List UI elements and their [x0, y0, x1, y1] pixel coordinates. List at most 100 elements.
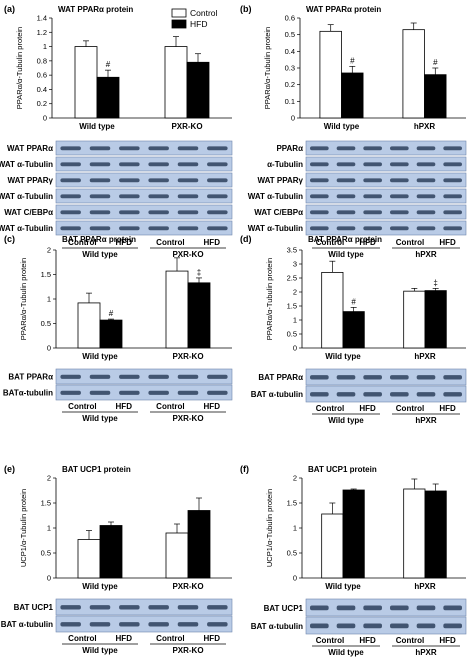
panel-2-blot-band — [310, 162, 329, 167]
panel-6-blot-band — [363, 605, 382, 611]
panel-1-blot-band — [89, 194, 111, 199]
panel-4-ytick-label: 2 — [293, 288, 297, 297]
panel-1-blot-label: WAT PPARα — [7, 144, 53, 153]
panel-3-blot-group-label: PXR-KO — [172, 414, 203, 423]
panel-5-category-label: PXR-KO — [172, 582, 203, 591]
panel-1-ytick-label: 1.4 — [37, 14, 47, 23]
panel-1-blot-band — [60, 226, 81, 231]
panel-2-ytick-label: 0.5 — [285, 30, 295, 39]
panel-2-category-label: Wild type — [324, 122, 360, 131]
panel-3-bar-control — [165, 270, 189, 349]
panel-5-category-label: Wild type — [82, 582, 118, 591]
panel-1-blot-band — [148, 146, 169, 151]
panel-1-blot-band — [177, 210, 199, 215]
panel-4-blot-label: BAT α-tubulin — [251, 390, 303, 399]
panel-4-blot-band — [443, 392, 462, 397]
panel-2-bar-control — [402, 29, 425, 119]
panel-2-blot-band — [443, 146, 462, 151]
panel-2-blot-band — [443, 194, 462, 199]
panel-4-ytick-label: 2.5 — [287, 274, 297, 283]
panel-2-bar-hfd — [341, 72, 364, 119]
panel-1-blot-band — [148, 194, 169, 199]
panel-3-blot-band — [60, 390, 81, 395]
panel-1-category-label: Wild type — [79, 122, 115, 131]
panel-1-blot-band — [119, 162, 140, 167]
panel-1-blot-band — [148, 210, 169, 215]
panel-6-ytick-label: 0 — [293, 574, 297, 583]
panel-4-blot-band — [390, 375, 409, 380]
panel-2-lane-hfd-label: HFD — [439, 238, 456, 247]
panel-5-lane-control-label: Control — [68, 634, 96, 643]
panel-1-blot-strip — [55, 172, 233, 188]
panel-2-blot-band — [310, 210, 329, 215]
panel-2-category-label: hPXR — [414, 122, 436, 131]
panel-2-blot-band — [336, 146, 356, 151]
panel-3-blot-band — [148, 390, 169, 395]
panel-2-lane-hfd-label: HFD — [359, 238, 376, 247]
panel-2-blot-group-label: Wild type — [328, 250, 364, 259]
panel-2-blot-band — [336, 226, 356, 231]
panel-4-category-label: hPXR — [414, 352, 436, 361]
panel-5-lane-hfd-label: HFD — [204, 634, 221, 643]
panel-6-blot-band — [416, 605, 436, 611]
panel-5-blot-band — [148, 622, 169, 627]
panel-3-blot-strip — [55, 384, 233, 401]
panel-6-ytick-label: 0.5 — [287, 549, 297, 558]
panel-3-ytick-label: 0.5 — [41, 319, 51, 328]
panel-1-blot-band — [148, 162, 169, 167]
panel-2-ytick-label: 0.3 — [285, 64, 295, 73]
panel-3-bar-hfd — [99, 319, 123, 349]
panel-6-blot-strip — [305, 598, 467, 617]
panel-1-blot-strip — [55, 156, 233, 172]
panel-1-blot-band — [177, 162, 199, 167]
panel-4-blot-band — [363, 375, 382, 380]
panel-5-blot-label: BAT α-tubulin — [1, 620, 53, 629]
panel-1-title: WAT PPARα protein — [58, 5, 133, 14]
panel-2-blot-label: WAT C/EBPα — [254, 208, 303, 217]
panel-1-bar-control — [74, 46, 98, 119]
panel-4-blot-strip — [305, 368, 467, 386]
legend-control-label: Control — [190, 8, 218, 18]
panel-4-blot-group-label: hPXR — [415, 416, 437, 425]
panel-2-title: WAT PPARα protein — [306, 5, 381, 14]
panel-1-blot-band — [89, 162, 111, 167]
panel-4-ytick-label: 0.5 — [287, 330, 297, 339]
panel-2-blot-band — [363, 210, 382, 215]
panel-1-blot-band — [60, 210, 81, 215]
panel-3-category-label: Wild type — [82, 352, 118, 361]
panel-1-bar-hfd — [186, 61, 210, 119]
panel-1-blot-band — [119, 146, 140, 151]
panel-6-lane-control-label: Control — [396, 636, 424, 645]
panel-1-ytick-label: 0.4 — [37, 85, 47, 94]
legend-hfd-swatch — [171, 19, 187, 29]
panel-5-blot-group-label: Wild type — [82, 646, 118, 655]
panel-4-bar-control — [321, 271, 344, 349]
panel-5-blot-band — [148, 605, 169, 610]
panel-3-blot-band — [60, 374, 81, 379]
panel-6-blot-band — [336, 605, 356, 611]
panel-4-ytick-label: 1.5 — [287, 302, 297, 311]
panel-2-blot-band — [336, 210, 356, 215]
panel-6-ytick-label: 2 — [293, 474, 297, 483]
panel-4-lane-hfd-label: HFD — [439, 404, 456, 413]
panel-5-bar-hfd — [187, 510, 211, 579]
panel-3-lane-hfd-label: HFD — [204, 402, 221, 411]
panel-1-blot-band — [207, 210, 228, 215]
panel-6-lane-control-label: Control — [316, 636, 344, 645]
panel-2-ytick-label: 0.4 — [285, 47, 295, 56]
panel-2-blot-band — [363, 226, 382, 231]
panel-2-blot-band — [390, 210, 409, 215]
panel-2-blot-band — [310, 178, 329, 183]
panel-4-blot-band — [416, 375, 436, 380]
panel-1-blot-band — [119, 178, 140, 183]
panel-2-ylabel: PPARα/α-Tubulin protein — [263, 27, 272, 109]
panel-3-letter: (c) — [4, 234, 15, 244]
panel-2-blot-label: WAT α-Tubulin — [248, 192, 303, 201]
panel-4-blot-strip — [305, 385, 467, 403]
panel-2-blot-band — [336, 178, 356, 183]
panel-4-lane-control-label: Control — [316, 404, 344, 413]
panel-6-bar-hfd — [424, 490, 447, 579]
panel-1-blot-band — [119, 194, 140, 199]
panel-2-blot-band — [336, 162, 356, 167]
panel-2-blot-strip — [305, 156, 467, 172]
